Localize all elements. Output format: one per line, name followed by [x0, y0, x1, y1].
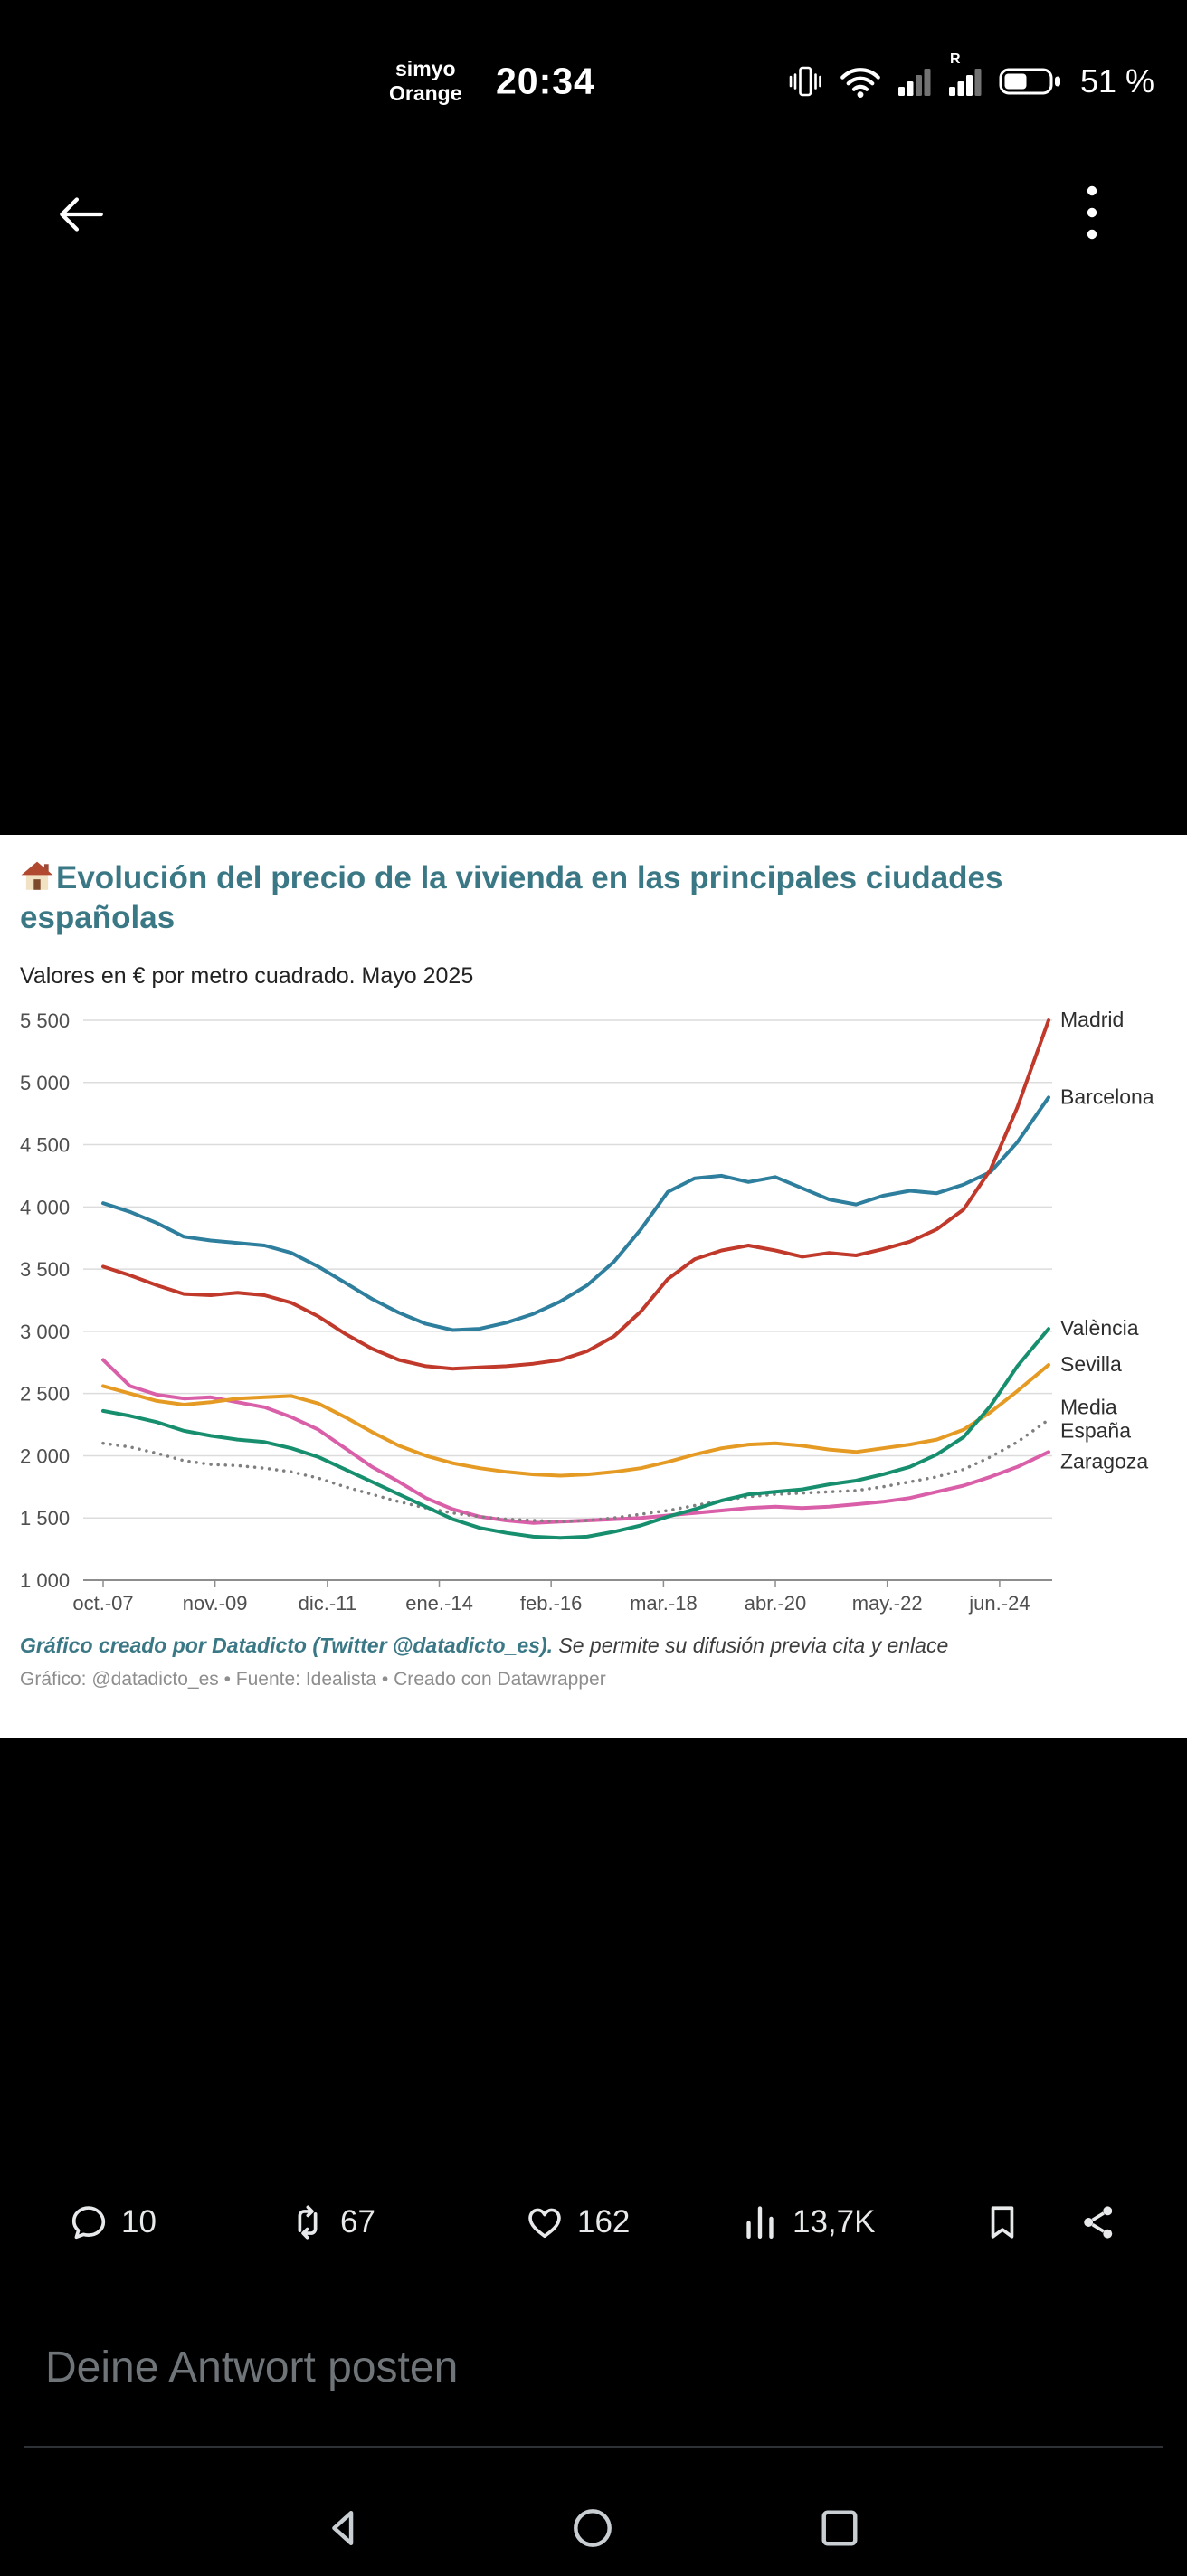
- svg-text:nov.-09: nov.-09: [183, 1592, 248, 1615]
- reply-icon: [71, 2206, 106, 2240]
- svg-text:4 000: 4 000: [20, 1196, 70, 1218]
- battery-percent-label: 51 %: [1079, 62, 1154, 99]
- share-icon: [1084, 2206, 1113, 2239]
- chart-credit: Gráfico creado por Datadicto (Twitter @d…: [0, 1634, 1187, 1658]
- carrier-line1: simyo: [395, 57, 456, 80]
- back-arrow-icon[interactable]: [51, 185, 110, 244]
- chart-image-card: Evolución del precio de la vivienda en l…: [0, 835, 1187, 1738]
- svg-text:dic.-11: dic.-11: [299, 1592, 356, 1615]
- repost-count: 67: [340, 2204, 375, 2240]
- recents-square-icon[interactable]: [814, 2503, 865, 2553]
- svg-text:València: València: [1060, 1316, 1139, 1340]
- view-count: 13,7K: [793, 2204, 876, 2240]
- price-evolution-line-chart: 5 500 5 000 4 500 4 000 3 500 3 000 2 500 2 000…: [20, 1008, 1154, 1615]
- status-clock: 20:34: [496, 60, 595, 102]
- bookmark-button[interactable]: [983, 2187, 1022, 2258]
- reply-count: 10: [121, 2204, 157, 2240]
- svg-text:oct.-07: oct.-07: [72, 1592, 133, 1615]
- engagement-bar: 10 67 162 13,7K: [0, 2187, 1187, 2258]
- svg-text:Zaragoza: Zaragoza: [1060, 1450, 1148, 1473]
- android-nav-bar: [0, 2480, 1187, 2576]
- svg-text:3 500: 3 500: [20, 1258, 70, 1281]
- svg-text:mar.-18: mar.-18: [630, 1592, 698, 1615]
- svg-text:4 500: 4 500: [20, 1134, 70, 1157]
- reply-input[interactable]: Deine Antwort posten: [45, 2344, 459, 2391]
- status-bar: simyo Orange 20:34 R: [0, 38, 1187, 125]
- battery-icon: [999, 68, 1060, 95]
- credit-note: Se permite su difusión previa cita y enl…: [553, 1634, 949, 1657]
- views-button[interactable]: 13,7K: [740, 2187, 875, 2258]
- svg-text:Madrid: Madrid: [1060, 1008, 1124, 1031]
- svg-text:5 500: 5 500: [20, 1009, 70, 1032]
- svg-text:3 000: 3 000: [20, 1321, 70, 1343]
- svg-text:Sevilla: Sevilla: [1060, 1352, 1122, 1376]
- svg-text:España: España: [1060, 1419, 1131, 1443]
- back-triangle-icon[interactable]: [320, 2503, 371, 2553]
- svg-text:abr.-20: abr.-20: [745, 1592, 807, 1615]
- wifi-icon: [840, 68, 880, 99]
- more-options-kebab-icon[interactable]: [1080, 183, 1104, 242]
- signal-strength-icon: [897, 69, 931, 96]
- svg-text:5 000: 5 000: [20, 1072, 70, 1094]
- svg-text:1 000: 1 000: [20, 1569, 70, 1592]
- roaming-badge: R: [949, 52, 961, 67]
- like-count: 162: [577, 2204, 631, 2240]
- views-icon: [746, 2206, 774, 2239]
- svg-text:1 500: 1 500: [20, 1507, 70, 1530]
- like-button[interactable]: 162: [525, 2187, 630, 2258]
- carrier-label: simyo Orange: [389, 57, 462, 106]
- svg-text:feb.-16: feb.-16: [520, 1592, 583, 1615]
- repost-button[interactable]: 67: [288, 2187, 375, 2258]
- home-circle-icon[interactable]: [567, 2503, 618, 2553]
- svg-text:2 500: 2 500: [20, 1383, 70, 1406]
- svg-text:2 000: 2 000: [20, 1444, 70, 1467]
- credit-author: Gráfico creado por Datadicto (Twitter @d…: [20, 1634, 554, 1657]
- chart-title-text: Evolución del precio de la vivienda en l…: [20, 860, 1003, 935]
- signal-strength-roaming-icon: [948, 69, 982, 96]
- share-button[interactable]: [1078, 2187, 1118, 2258]
- vibrate-icon: [789, 66, 821, 97]
- svg-text:Media: Media: [1060, 1396, 1117, 1419]
- chart-attribution: Gráfico: @datadicto_es • Fuente: Idealis…: [20, 1669, 606, 1690]
- bookmark-icon: [991, 2206, 1014, 2239]
- svg-text:may.-22: may.-22: [852, 1592, 923, 1615]
- chart-title: Evolución del precio de la vivienda en l…: [0, 835, 1015, 938]
- svg-text:ene.-14: ene.-14: [405, 1592, 473, 1615]
- svg-text:Barcelona: Barcelona: [1060, 1084, 1154, 1108]
- repost-icon: [298, 2205, 318, 2240]
- like-icon: [528, 2208, 561, 2239]
- chart-subtitle: Valores en € por metro cuadrado. Mayo 20…: [20, 963, 474, 989]
- viewer-header: [0, 177, 1187, 260]
- carrier-line2: Orange: [389, 81, 462, 105]
- svg-text:jun.-24: jun.-24: [968, 1592, 1030, 1615]
- reply-divider: [24, 2446, 1163, 2448]
- reply-button[interactable]: 10: [69, 2187, 157, 2258]
- house-emoji-icon: [21, 861, 53, 890]
